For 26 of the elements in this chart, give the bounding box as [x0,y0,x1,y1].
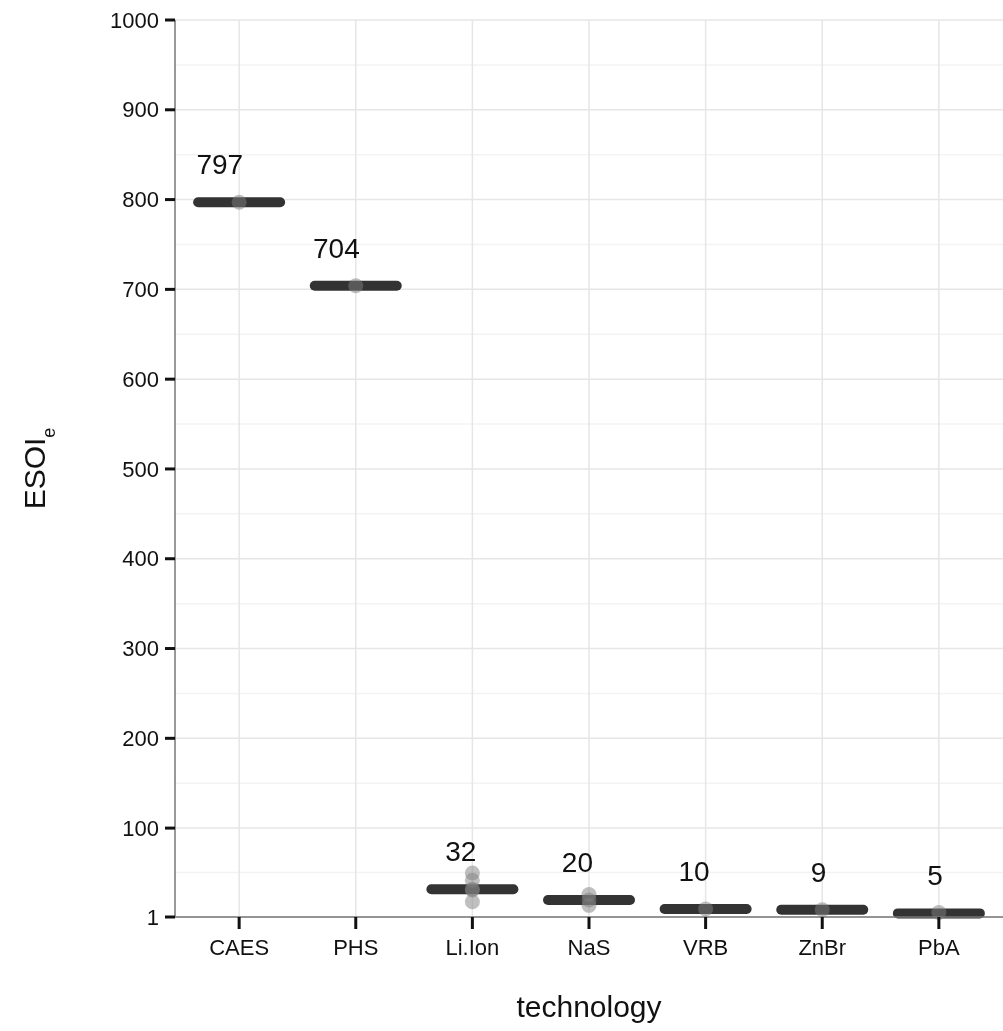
text: 9 [810,856,827,888]
text: 704 [313,232,360,264]
text: 20 [561,846,593,878]
x-tick-label: NaS [567,935,611,960]
text: 797 [196,149,244,181]
text: 5 [927,860,943,892]
x-tick-label: Li.Ion [445,935,500,960]
y-tick-label: 400 [122,546,159,572]
y-tick-label: 300 [122,636,159,662]
y-tick-label: 1000 [110,7,159,33]
x-tick-label: PbA [918,935,960,960]
y-tick-label: 200 [122,726,159,752]
x-tick-label: PHS [333,935,379,960]
x-tick-label: CAES [209,935,270,960]
text: 10 [678,855,710,887]
x-tick-label: VRB [682,935,729,960]
y-tick-label: 600 [122,366,159,392]
text: 32 [445,836,477,868]
y-tick-label: 800 [122,187,159,213]
y-tick-label: 500 [122,456,159,482]
y-tick-label: 1 [146,904,159,930]
y-tick-label: 900 [122,97,159,123]
x-axis-title: technology [516,990,662,1023]
x-tick-label: ZnBr [798,935,847,960]
y-tick-label: 700 [122,277,159,303]
y-tick-label: 100 [122,815,159,841]
